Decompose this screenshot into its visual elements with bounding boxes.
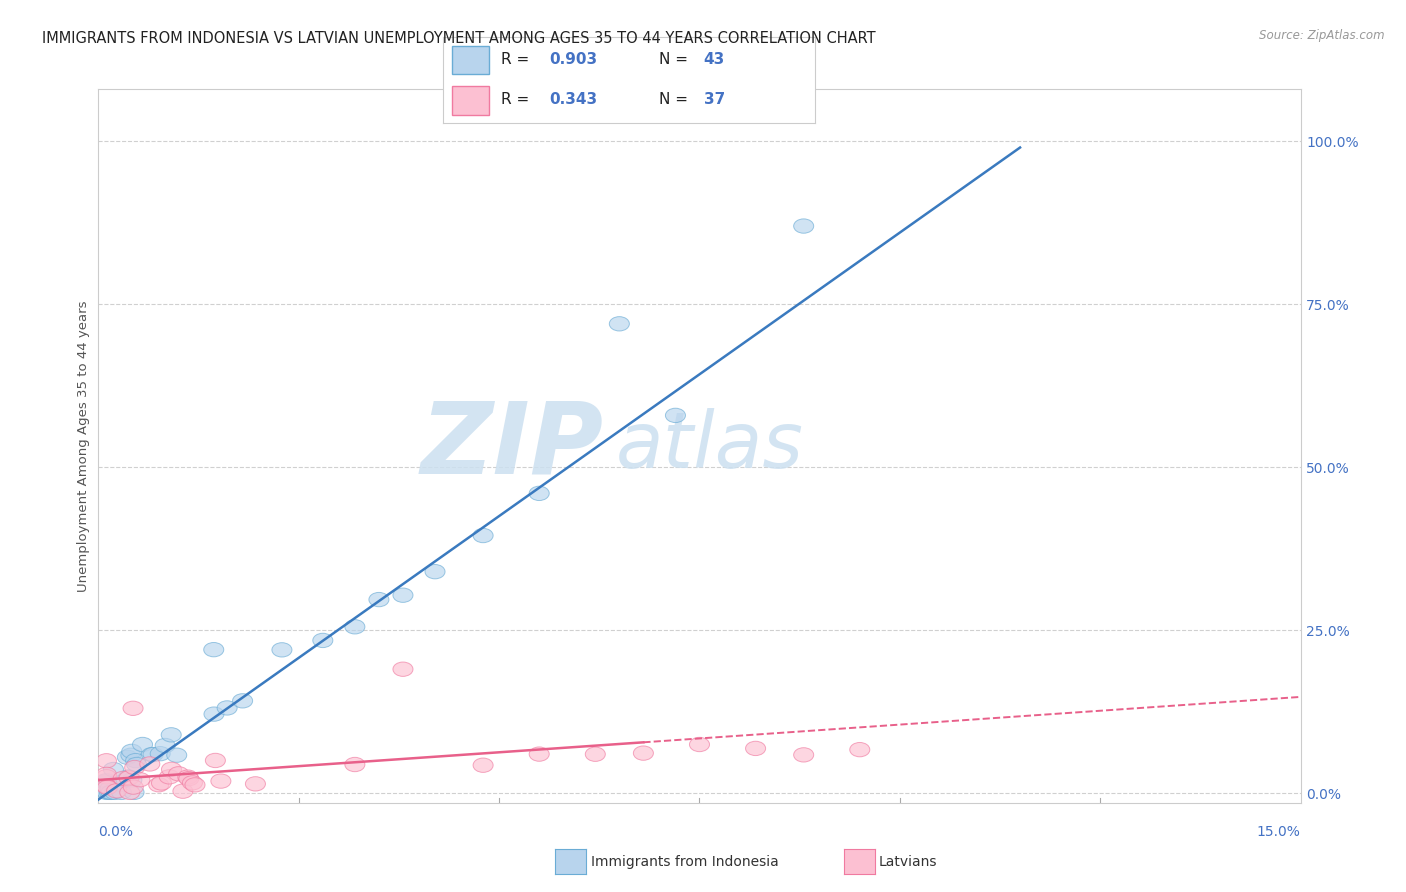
Ellipse shape [117, 773, 136, 788]
Ellipse shape [392, 588, 413, 602]
Ellipse shape [100, 781, 120, 796]
Ellipse shape [159, 770, 180, 784]
Ellipse shape [97, 780, 117, 795]
Ellipse shape [97, 767, 117, 781]
Ellipse shape [152, 776, 172, 790]
Text: N =: N = [659, 93, 693, 107]
Ellipse shape [142, 747, 162, 762]
Ellipse shape [529, 747, 550, 761]
Ellipse shape [104, 763, 124, 777]
Ellipse shape [177, 770, 198, 784]
Ellipse shape [124, 780, 143, 794]
Ellipse shape [665, 409, 686, 423]
Ellipse shape [186, 778, 205, 792]
Text: N =: N = [659, 53, 693, 67]
Ellipse shape [162, 762, 181, 777]
Ellipse shape [204, 707, 224, 722]
Ellipse shape [122, 744, 142, 758]
Ellipse shape [232, 694, 253, 708]
Ellipse shape [122, 773, 142, 788]
Ellipse shape [271, 642, 292, 657]
Ellipse shape [368, 592, 389, 607]
Ellipse shape [124, 785, 143, 799]
Ellipse shape [173, 784, 193, 798]
Text: 0.0%: 0.0% [98, 825, 134, 839]
Ellipse shape [472, 758, 494, 772]
Text: Immigrants from Indonesia: Immigrants from Indonesia [591, 855, 779, 869]
Ellipse shape [100, 785, 120, 799]
Ellipse shape [97, 773, 117, 788]
Ellipse shape [143, 747, 163, 762]
Ellipse shape [101, 785, 121, 799]
Text: ZIP: ZIP [420, 398, 603, 494]
Ellipse shape [112, 772, 134, 786]
Ellipse shape [246, 777, 266, 791]
Ellipse shape [211, 774, 231, 789]
Ellipse shape [97, 785, 117, 799]
Ellipse shape [793, 219, 814, 233]
Ellipse shape [205, 753, 225, 768]
Ellipse shape [472, 528, 494, 542]
Ellipse shape [425, 565, 446, 579]
Ellipse shape [162, 728, 181, 742]
Ellipse shape [124, 701, 143, 715]
Text: Source: ZipAtlas.com: Source: ZipAtlas.com [1260, 29, 1385, 42]
Text: 15.0%: 15.0% [1257, 825, 1301, 839]
Ellipse shape [167, 748, 187, 763]
Ellipse shape [121, 748, 141, 763]
Ellipse shape [745, 741, 766, 756]
Ellipse shape [104, 785, 125, 799]
Text: 0.343: 0.343 [550, 93, 598, 107]
Ellipse shape [97, 776, 117, 790]
Text: 37: 37 [704, 93, 725, 107]
Ellipse shape [97, 754, 117, 768]
Ellipse shape [689, 738, 710, 752]
Ellipse shape [97, 784, 117, 798]
FancyBboxPatch shape [453, 46, 489, 74]
Text: 43: 43 [704, 53, 725, 67]
Y-axis label: Unemployment Among Ages 35 to 44 years: Unemployment Among Ages 35 to 44 years [77, 301, 90, 591]
Ellipse shape [111, 777, 131, 791]
Ellipse shape [120, 771, 139, 785]
Ellipse shape [111, 785, 132, 799]
Ellipse shape [127, 757, 146, 772]
Ellipse shape [125, 760, 145, 775]
Ellipse shape [609, 317, 630, 331]
Ellipse shape [183, 776, 202, 790]
Ellipse shape [97, 779, 117, 793]
Ellipse shape [97, 774, 117, 789]
Ellipse shape [149, 778, 169, 792]
Ellipse shape [204, 642, 224, 657]
Ellipse shape [169, 766, 188, 781]
FancyBboxPatch shape [453, 87, 489, 114]
Ellipse shape [217, 701, 238, 715]
Ellipse shape [150, 747, 170, 761]
Text: R =: R = [501, 93, 534, 107]
Ellipse shape [97, 770, 117, 784]
Ellipse shape [117, 750, 138, 764]
Ellipse shape [155, 739, 176, 753]
Ellipse shape [129, 772, 150, 787]
Ellipse shape [633, 746, 654, 760]
Ellipse shape [529, 486, 550, 500]
Ellipse shape [120, 785, 139, 799]
Ellipse shape [585, 747, 606, 762]
Ellipse shape [849, 742, 870, 756]
Ellipse shape [132, 738, 153, 752]
Text: Latvians: Latvians [879, 855, 938, 869]
Ellipse shape [344, 757, 366, 772]
Ellipse shape [312, 633, 333, 648]
Ellipse shape [344, 620, 366, 634]
Ellipse shape [392, 662, 413, 676]
Ellipse shape [107, 784, 127, 798]
Text: IMMIGRANTS FROM INDONESIA VS LATVIAN UNEMPLOYMENT AMONG AGES 35 TO 44 YEARS CORR: IMMIGRANTS FROM INDONESIA VS LATVIAN UNE… [42, 31, 876, 46]
Ellipse shape [118, 770, 139, 784]
Text: atlas: atlas [616, 408, 803, 484]
Ellipse shape [139, 756, 160, 771]
Ellipse shape [793, 747, 814, 762]
Text: R =: R = [501, 53, 534, 67]
Ellipse shape [125, 754, 146, 768]
Ellipse shape [179, 772, 198, 786]
Text: 0.903: 0.903 [550, 53, 598, 67]
